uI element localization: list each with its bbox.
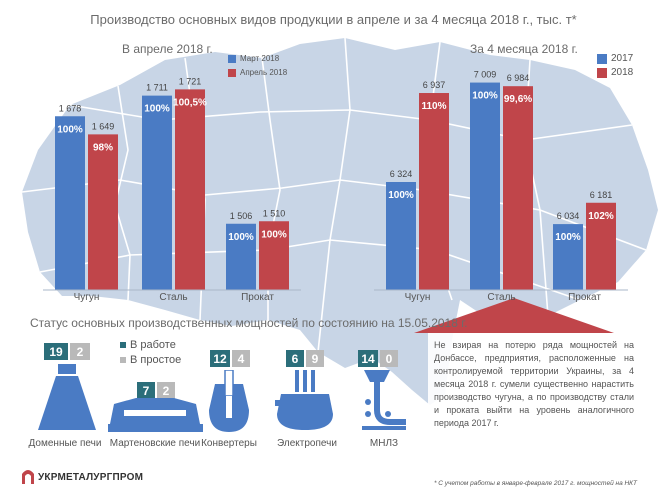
- value-label: 7 009: [474, 70, 497, 80]
- domna-idle-count: 2: [70, 343, 90, 360]
- bar-0-1-0: [142, 95, 172, 290]
- value-label: 1 678: [59, 103, 82, 113]
- footnote: * С учетом работы в январе-феврале 2017 …: [433, 480, 637, 487]
- converter-working-count: 12: [210, 350, 230, 367]
- electric-furnace-icon: [275, 370, 333, 430]
- value-label: 1 506: [230, 211, 253, 221]
- legend-label: 2017: [611, 53, 634, 64]
- value-label: 6 324: [390, 169, 413, 179]
- percent-label: 100%: [555, 232, 581, 243]
- bar-0-1-1: [175, 89, 205, 290]
- bar-1-2-0: [553, 224, 583, 290]
- category-label: Чугун: [74, 292, 100, 303]
- percent-label: 102%: [588, 211, 614, 222]
- bar-1-1-0: [470, 82, 500, 290]
- percent-label: 100%: [144, 104, 170, 115]
- percent-label: 99,6%: [504, 94, 532, 105]
- unit-label-blast-furnace: Доменные печи: [28, 438, 102, 449]
- unit-label-electric-furnaces: Электропечи: [277, 438, 337, 449]
- value-label: 6 181: [590, 190, 613, 200]
- bar-0-0-0: [55, 116, 85, 290]
- unit-label-mnlz: МНЛЗ: [369, 438, 399, 449]
- legend-label: 2018: [611, 67, 634, 78]
- legend-2018: 2018: [597, 67, 633, 78]
- value-label: 6 937: [423, 80, 446, 90]
- converter-idle-count: 4: [232, 350, 250, 367]
- unit-label-open-hearth: Мартеновские печи: [109, 438, 201, 449]
- mnlz-idle-count: 0: [380, 350, 398, 367]
- marten-working-count: 7: [137, 382, 155, 399]
- percent-label: 100%: [228, 232, 254, 243]
- value-label: 1 510: [263, 208, 286, 218]
- status-legend-idle: В простое: [120, 354, 181, 366]
- value-label: 1 721: [179, 76, 202, 86]
- legend-swatch-blue: [228, 54, 236, 63]
- status-legend-working: В работе: [120, 339, 176, 351]
- unit-label-converters: Конвертеры: [201, 438, 257, 449]
- bar-1-1-1: [503, 86, 533, 291]
- legend-april-2018: Апрель 2018: [228, 68, 287, 77]
- chart-2-subtitle: За 4 месяца 2018 г.: [470, 42, 578, 56]
- legend-label: Апрель 2018: [240, 68, 288, 77]
- legend-label: Март 2018: [240, 54, 280, 63]
- bar-1-0-0: [386, 182, 416, 290]
- category-label: Прокат: [241, 292, 274, 303]
- value-label: 1 711: [146, 83, 168, 93]
- value-label: 6 984: [507, 73, 530, 83]
- category-label: Прокат: [568, 292, 601, 303]
- percent-label: 100%: [388, 190, 414, 201]
- bar-1-0-1: [419, 93, 449, 290]
- percent-label: 98%: [93, 142, 113, 153]
- converter-icon: [209, 370, 249, 432]
- value-label: 1 649: [92, 121, 115, 131]
- category-label: Чугун: [405, 292, 431, 303]
- legend-march-2018: Март 2018: [228, 54, 279, 63]
- mnlz-working-count: 14: [358, 350, 378, 367]
- bar-0-0-1: [88, 134, 118, 290]
- chart-1-subtitle: В апреле 2018 г.: [122, 42, 213, 56]
- marten-idle-count: 2: [157, 382, 175, 399]
- open-hearth-furnace-icon: [108, 398, 203, 432]
- percent-label: 100%: [261, 229, 287, 240]
- commentary-text: Не взирая на потерю ряда мощностей на До…: [434, 340, 634, 428]
- legend-2017: 2017: [597, 53, 633, 64]
- percent-label: 100,5%: [173, 97, 207, 108]
- percent-label: 100%: [57, 124, 83, 135]
- continuous-casting-icon: [362, 370, 406, 430]
- legend-label: В работе: [130, 339, 176, 351]
- value-label: 6 034: [557, 211, 580, 221]
- company-logo-text: УКРМЕТАЛУРГПРОМ: [38, 472, 144, 483]
- blast-furnace-icon: [38, 364, 96, 430]
- bar-0-2-0: [226, 223, 256, 290]
- legend-swatch-blue: [597, 53, 607, 64]
- category-label: Сталь: [487, 292, 515, 303]
- legend-swatch-gray: [120, 357, 126, 363]
- legend-swatch-teal: [120, 342, 126, 348]
- callout-arrow: [414, 298, 614, 333]
- bar-0-2-1: [259, 221, 289, 290]
- company-logo-icon: [22, 470, 34, 484]
- status-title: Статус основных производственных мощност…: [30, 316, 468, 330]
- chart-title: Производство основных видов продукции в …: [90, 12, 577, 27]
- percent-label: 100%: [472, 91, 498, 102]
- electro-idle-count: 9: [306, 350, 324, 367]
- legend-swatch-red: [228, 68, 236, 77]
- percent-label: 110%: [421, 101, 446, 112]
- domna-working-count: 19: [44, 343, 68, 360]
- electro-working-count: 6: [286, 350, 304, 367]
- legend-label: В простое: [130, 354, 182, 366]
- note-box: [428, 333, 640, 441]
- bar-1-2-1: [586, 202, 616, 290]
- category-label: Сталь: [159, 292, 187, 303]
- legend-swatch-red: [597, 67, 607, 78]
